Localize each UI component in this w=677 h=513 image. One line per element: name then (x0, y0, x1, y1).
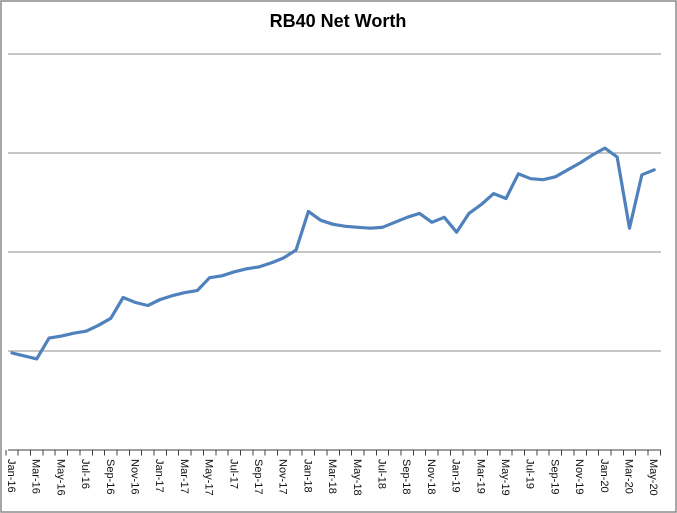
x-axis-label: Mar-19 (474, 459, 486, 494)
x-axis-label: Nov-18 (425, 459, 437, 494)
x-axis-label: May-17 (203, 459, 215, 496)
x-axis-label: Jul-17 (227, 459, 239, 489)
x-axis-label: May-19 (499, 459, 511, 496)
x-axis-label: Jul-16 (79, 459, 91, 489)
x-axis-label: Jan-16 (5, 459, 17, 493)
x-axis-label: Sep-17 (252, 459, 264, 494)
x-axis-label: Mar-16 (30, 459, 42, 494)
gridlines (8, 53, 661, 352)
x-axis-label: Mar-17 (178, 459, 190, 494)
x-axis-label: Sep-18 (400, 459, 412, 494)
net-worth-line (10, 146, 656, 361)
x-axis-label: Jan-18 (301, 459, 313, 493)
x-axis-label: May-16 (54, 459, 66, 496)
x-axis-label: Jan-20 (598, 459, 610, 493)
x-axis-label: Nov-17 (277, 459, 289, 494)
x-axis-labels: Jan-16 Mar-16 May-16 Jul-16 Sep-16 Nov-16 Jan-… (5, 459, 659, 496)
x-axis-label: Nov-19 (573, 459, 585, 494)
x-axis-label: Mar-18 (326, 459, 338, 494)
x-axis-label: May-18 (351, 459, 363, 496)
x-axis-label: Jan-17 (153, 459, 165, 493)
x-axis-label: Jul-18 (376, 459, 388, 489)
x-axis-label: Sep-19 (548, 459, 560, 494)
x-axis-ticks (5, 450, 661, 456)
x-axis-label: Nov-16 (129, 459, 141, 494)
x-axis-label: Sep-16 (104, 459, 116, 494)
x-axis-label: Jul-19 (524, 459, 536, 489)
chart-title: RB40 Net Worth (270, 11, 407, 31)
x-axis-label: May-20 (647, 459, 659, 496)
x-axis-label: Mar-20 (623, 459, 635, 494)
x-axis-label: Jan-19 (450, 459, 462, 493)
